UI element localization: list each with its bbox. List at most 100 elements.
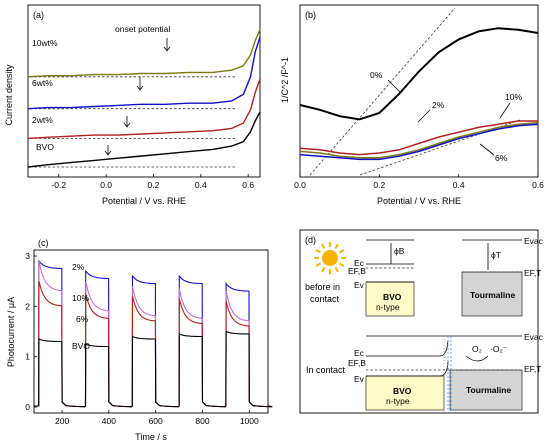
series-a-2wt%	[27, 78, 261, 140]
arrow-2pct	[417, 109, 431, 123]
panel-a-frame	[27, 4, 261, 178]
panel-b: (b) 0.0 0.2 0.4 0.6 0% 2% 10% 6% 1/C^2 /F^-…	[280, 4, 544, 206]
efb-label-before: EF,B	[348, 266, 366, 276]
tourmaline-block-contact	[449, 369, 523, 411]
panel-c-ticks: 200 400 600 800 1000 0 1 2 3	[25, 251, 259, 426]
series-b-0%	[299, 27, 539, 121]
series-b-10%	[299, 121, 539, 159]
panel-b-xlabel: Potential / V vs. RHE	[377, 196, 461, 206]
tour-label-before: Tourmaline	[470, 290, 515, 300]
panel-a-xlabel: Potential / V vs. RHE	[102, 196, 186, 206]
o2-minus-label: ·O₂⁻	[490, 344, 508, 354]
c-ytick-label: 3	[25, 251, 30, 261]
series-a-BVO	[27, 111, 261, 168]
panel-a-baselines	[30, 76, 236, 168]
evac-label-contact: Evac	[524, 332, 544, 342]
panel-c-series	[34, 259, 273, 408]
eft-label-contact: EF,T	[524, 364, 541, 374]
label-2pct: 2%	[432, 100, 445, 110]
bvo-label-before-2: n-type	[376, 302, 400, 312]
onset-annotation: onset potential	[115, 24, 170, 34]
panel-a-x-ticks: -0.2 0.0 0.2 0.4 0.6	[51, 174, 254, 190]
sun-ray	[339, 262, 345, 267]
bvo-label-contact-1: BVO	[393, 386, 412, 396]
in-contact-label: In contact	[306, 365, 346, 375]
panel-b-x-ticks: 0.0 0.2 0.4 0.6	[294, 174, 544, 190]
panel-c-xlabel: Time / s	[135, 432, 167, 442]
c-ytick-label: 1	[25, 352, 30, 362]
label-6pct: 6%	[495, 153, 508, 163]
onset-arrow-bvo	[104, 145, 112, 156]
label-c-2pct: 2%	[72, 262, 85, 272]
panel-b-label: (b)	[305, 10, 316, 20]
ev-label-before: Ev	[354, 280, 365, 290]
series-c-6%	[34, 281, 273, 408]
series-b-2%	[299, 120, 538, 156]
sun-ray	[315, 249, 321, 254]
onset-arrow-2wt	[123, 116, 131, 128]
arrow-0pct	[387, 79, 401, 93]
b-xtick-label: 0.2	[373, 180, 385, 190]
phi-b-label: ϕB	[394, 246, 405, 256]
sun-ray	[334, 243, 339, 249]
series-c-BVO	[34, 330, 273, 408]
label-c-bvo: BVO	[72, 341, 90, 351]
panel-b-frame	[299, 4, 539, 178]
panel-d-label: (d)	[305, 235, 316, 245]
sun-disc	[322, 250, 338, 266]
a-xtick-label: 0.0	[100, 180, 112, 190]
series-b-6%	[299, 123, 539, 161]
label-c-6pct: 6%	[76, 314, 89, 324]
panel-d-frame	[299, 229, 539, 414]
c-ytick-label: 0	[25, 402, 30, 412]
panel-b-tangent-0	[309, 7, 456, 176]
panel-c-frame	[33, 249, 269, 414]
label-bvo-a: BVO	[36, 142, 54, 152]
panel-a-ylabel: Current density	[4, 64, 14, 126]
panel-c-label: (c)	[38, 238, 49, 248]
series-a-6wt%	[27, 36, 261, 110]
sun-ray	[334, 267, 339, 273]
bvo-block-contact	[365, 375, 445, 411]
tourmaline-block-before	[461, 271, 523, 317]
b-xtick-label: 0.0	[294, 180, 306, 190]
label-0pct: 0%	[370, 70, 383, 80]
tour-label-contact: Tourmaline	[466, 385, 511, 395]
before-label-2: contact	[310, 294, 340, 304]
b-xtick-label: 0.6	[532, 180, 544, 190]
label-c-10pct: 10%	[72, 293, 89, 303]
ec-label-before: Ec	[354, 258, 365, 268]
sun-ray	[339, 249, 345, 254]
panel-c-ylabel: Photocurrent / μA	[6, 297, 16, 367]
o2-reduction-arrow	[465, 355, 489, 362]
series-a-10wt%	[27, 29, 261, 78]
label-10wt: 10wt%	[32, 38, 58, 48]
onset-arrows	[104, 38, 171, 156]
c-xtick-label: 200	[55, 416, 69, 426]
a-xtick-label: -0.2	[51, 180, 66, 190]
sun-ray	[321, 267, 326, 273]
panel-b-ylabel: 1/C^2 /F^-1	[280, 57, 290, 103]
a-xtick-label: 0.2	[148, 180, 160, 190]
eft-label-before: EF,T	[524, 268, 541, 278]
bvo-block-before	[365, 281, 415, 317]
onset-arrow-10wt	[163, 38, 171, 52]
ev-label-contact: Ev	[354, 374, 365, 384]
phi-t-label: ϕT	[491, 250, 501, 260]
label-6wt: 6wt%	[32, 78, 53, 88]
ec-contact	[366, 339, 449, 357]
panel-a-label: (a)	[33, 10, 44, 20]
a-xtick-label: 0.4	[195, 180, 207, 190]
panel-a: (a) -0.2 0.0 0.2 0.4 0.6 onset potential 10w…	[4, 4, 261, 206]
a-xtick-label: 0.6	[242, 180, 254, 190]
panel-d: (d) before in contact ϕB ϕT Evac Ec EF,B…	[299, 229, 544, 414]
c-xtick-label: 1000	[240, 416, 259, 426]
c-xtick-label: 400	[102, 416, 116, 426]
b-xtick-label: 0.4	[453, 180, 465, 190]
sun-ray	[321, 243, 326, 249]
c-xtick-label: 600	[149, 416, 163, 426]
arrow-6pct	[479, 143, 495, 156]
before-label-1: before in	[305, 282, 340, 292]
onset-arrow-6wt	[136, 77, 144, 91]
